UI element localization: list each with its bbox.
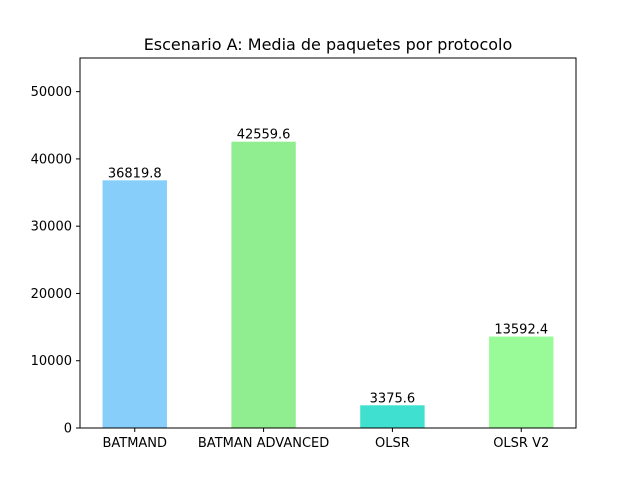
- bar-value-label: 13592.4: [494, 323, 548, 338]
- y-tick-label: 10000: [31, 354, 72, 369]
- bar-value-label: 36819.8: [108, 166, 162, 181]
- y-tick-label: 50000: [31, 85, 72, 100]
- bar-batman-advanced: [231, 141, 296, 429]
- y-tick-label: 0: [64, 422, 72, 437]
- bar-value-label: 3375.6: [370, 391, 416, 406]
- x-tick-label: OLSR V2: [493, 436, 549, 451]
- bar-olsr-v2: [489, 336, 554, 428]
- y-axis: 0 10000 20000 30000 40000 50000: [31, 85, 80, 437]
- y-tick-label: 30000: [31, 220, 72, 235]
- chart-title: Escenario A: Media de paquetes por proto…: [144, 35, 513, 54]
- y-tick-label: 20000: [31, 287, 72, 302]
- x-axis: BATMAND BATMAN ADVANCED OLSR OLSR V2: [102, 428, 549, 451]
- x-tick-label: BATMAND: [102, 436, 167, 451]
- bar-batmand: [102, 180, 167, 428]
- bar-value-label: 42559.6: [237, 128, 291, 143]
- plot-frame: [79, 57, 577, 429]
- y-tick-label: 40000: [31, 152, 72, 167]
- x-tick-label: BATMAN ADVANCED: [198, 436, 329, 451]
- bars-layer: [102, 141, 554, 429]
- value-labels-layer: 36819.8 42559.6 3375.6 13592.4: [108, 128, 548, 407]
- x-tick-label: OLSR: [375, 436, 410, 451]
- bar-olsr: [360, 405, 425, 428]
